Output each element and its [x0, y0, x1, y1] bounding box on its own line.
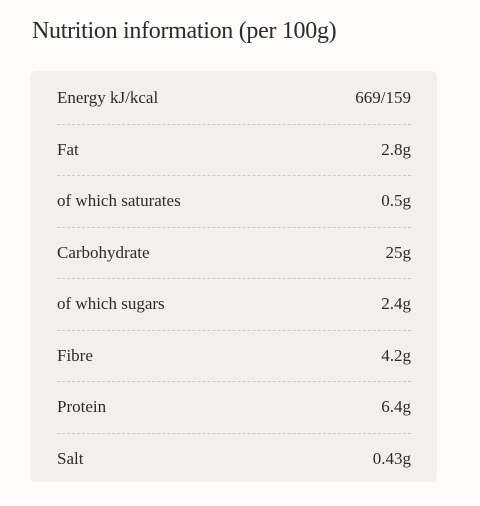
nutrient-label: Salt	[57, 448, 84, 468]
title: Nutrition information (per 100g)	[32, 18, 337, 44]
nutrient-label: Energy kJ/kcal	[57, 87, 159, 107]
table-row: Energy kJ/kcal 669/159	[57, 72, 411, 124]
table-row: Salt 0.43g	[57, 432, 411, 485]
table-row: of which saturates 0.5g	[57, 175, 411, 227]
nutrient-value: 25g	[385, 242, 412, 262]
nutrient-label: of which sugars	[57, 294, 165, 314]
nutrient-label: Fat	[57, 139, 79, 159]
table-row: Fibre 4.2g	[57, 329, 411, 382]
nutrient-label: Protein	[57, 397, 107, 417]
nutrient-value: 2.8g	[381, 139, 411, 159]
table-row: Protein 6.4g	[57, 381, 411, 433]
table-row: Fat 2.8g	[57, 123, 411, 176]
nutrient-label: Carbohydrate	[57, 242, 150, 262]
table-row: Carbohydrate 25g	[57, 226, 412, 279]
nutrient-value: 0.5g	[381, 191, 411, 211]
nutrient-value: 669/159	[355, 87, 411, 107]
nutrition-table: Energy kJ/kcal 669/159 Fat 2.8g of which sat…	[30, 71, 437, 482]
table-row: of which sugars 2.4g	[57, 278, 411, 330]
nutrient-label: Fibre	[57, 345, 93, 365]
nutrient-value: 0.43g	[372, 448, 411, 468]
nutrient-label: of which saturates	[57, 191, 181, 211]
nutrient-value: 6.4g	[381, 397, 411, 417]
nutrient-value: 4.2g	[381, 345, 411, 365]
nutrient-value: 2.4g	[381, 294, 411, 314]
